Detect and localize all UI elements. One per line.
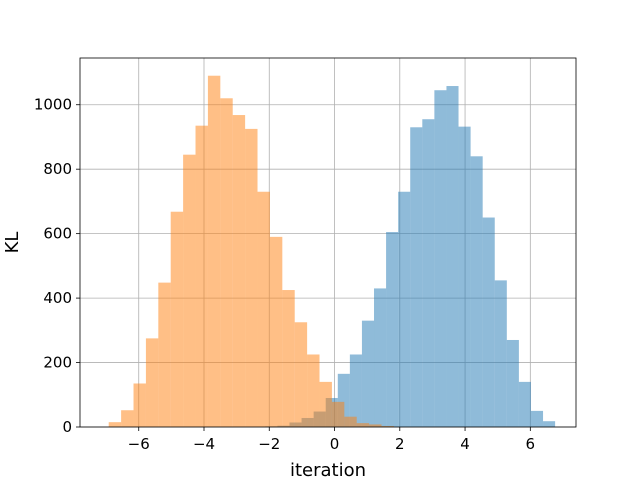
histogram-bar <box>361 320 375 427</box>
histogram-bar <box>108 422 122 427</box>
y-tick-label: 600 <box>43 225 72 243</box>
plot-frame <box>79 57 577 428</box>
axis-ticks: −6 −4 −2 0 2 4 6 0 200 400 600 800 1000 <box>34 96 535 453</box>
y-tick-label: 400 <box>43 289 72 307</box>
histogram-series-2 <box>108 75 394 428</box>
y-tick-label: 200 <box>43 354 72 372</box>
histogram-bar <box>307 354 320 427</box>
histogram-bar <box>470 156 483 427</box>
histogram-bar <box>356 423 370 427</box>
x-tick-label: 0 <box>330 435 340 453</box>
histogram-bar <box>257 191 270 427</box>
histogram-bar <box>422 119 435 427</box>
y-tick-label: 800 <box>43 160 72 178</box>
histogram-bar <box>145 338 159 427</box>
histogram-bar <box>220 98 233 427</box>
histogram-bar <box>381 426 394 427</box>
x-tick-label: 6 <box>526 435 536 453</box>
histogram-bar <box>398 191 411 427</box>
x-tick-label: −4 <box>193 435 215 453</box>
histogram-bar <box>170 211 184 427</box>
histogram-bar <box>369 424 382 427</box>
y-tick-label: 0 <box>62 418 72 436</box>
histogram-bar <box>506 339 519 427</box>
histogram-bars <box>108 75 556 428</box>
histogram-bar <box>269 236 283 427</box>
histogram-bar <box>482 217 495 427</box>
histogram-bar <box>518 381 531 427</box>
histogram-bar <box>331 401 345 427</box>
histogram-bar <box>494 280 507 427</box>
histogram-bar <box>207 75 221 428</box>
histogram-bar <box>158 282 171 427</box>
histogram-bar <box>374 288 387 427</box>
histogram-bar <box>282 290 295 427</box>
x-tick-label: −2 <box>258 435 280 453</box>
histogram-bar <box>232 115 246 427</box>
histogram-bar <box>530 410 544 427</box>
histogram-bar <box>543 421 556 427</box>
histogram-bar <box>458 126 471 427</box>
histogram-bar <box>294 322 308 427</box>
histogram-bar <box>386 232 399 427</box>
histogram-bar <box>121 410 134 427</box>
histogram-bar <box>195 125 208 428</box>
histogram-bar <box>319 381 332 427</box>
x-tick-label: −6 <box>128 435 150 453</box>
histogram-bar <box>245 128 258 427</box>
histogram-series-1 <box>265 86 556 428</box>
x-axis-title: iteration <box>290 460 366 480</box>
histogram-bar <box>434 90 447 427</box>
y-axis-title: KL <box>2 232 23 254</box>
y-tick-label: 1000 <box>34 96 72 114</box>
histogram-bar <box>446 86 459 428</box>
histogram-bar <box>133 383 146 427</box>
histogram-bar <box>410 127 423 427</box>
histogram-bar <box>349 354 362 427</box>
x-tick-label: 4 <box>460 435 470 453</box>
histogram-bar <box>183 154 196 428</box>
x-tick-label: 2 <box>395 435 405 453</box>
histogram-bar <box>344 416 357 427</box>
